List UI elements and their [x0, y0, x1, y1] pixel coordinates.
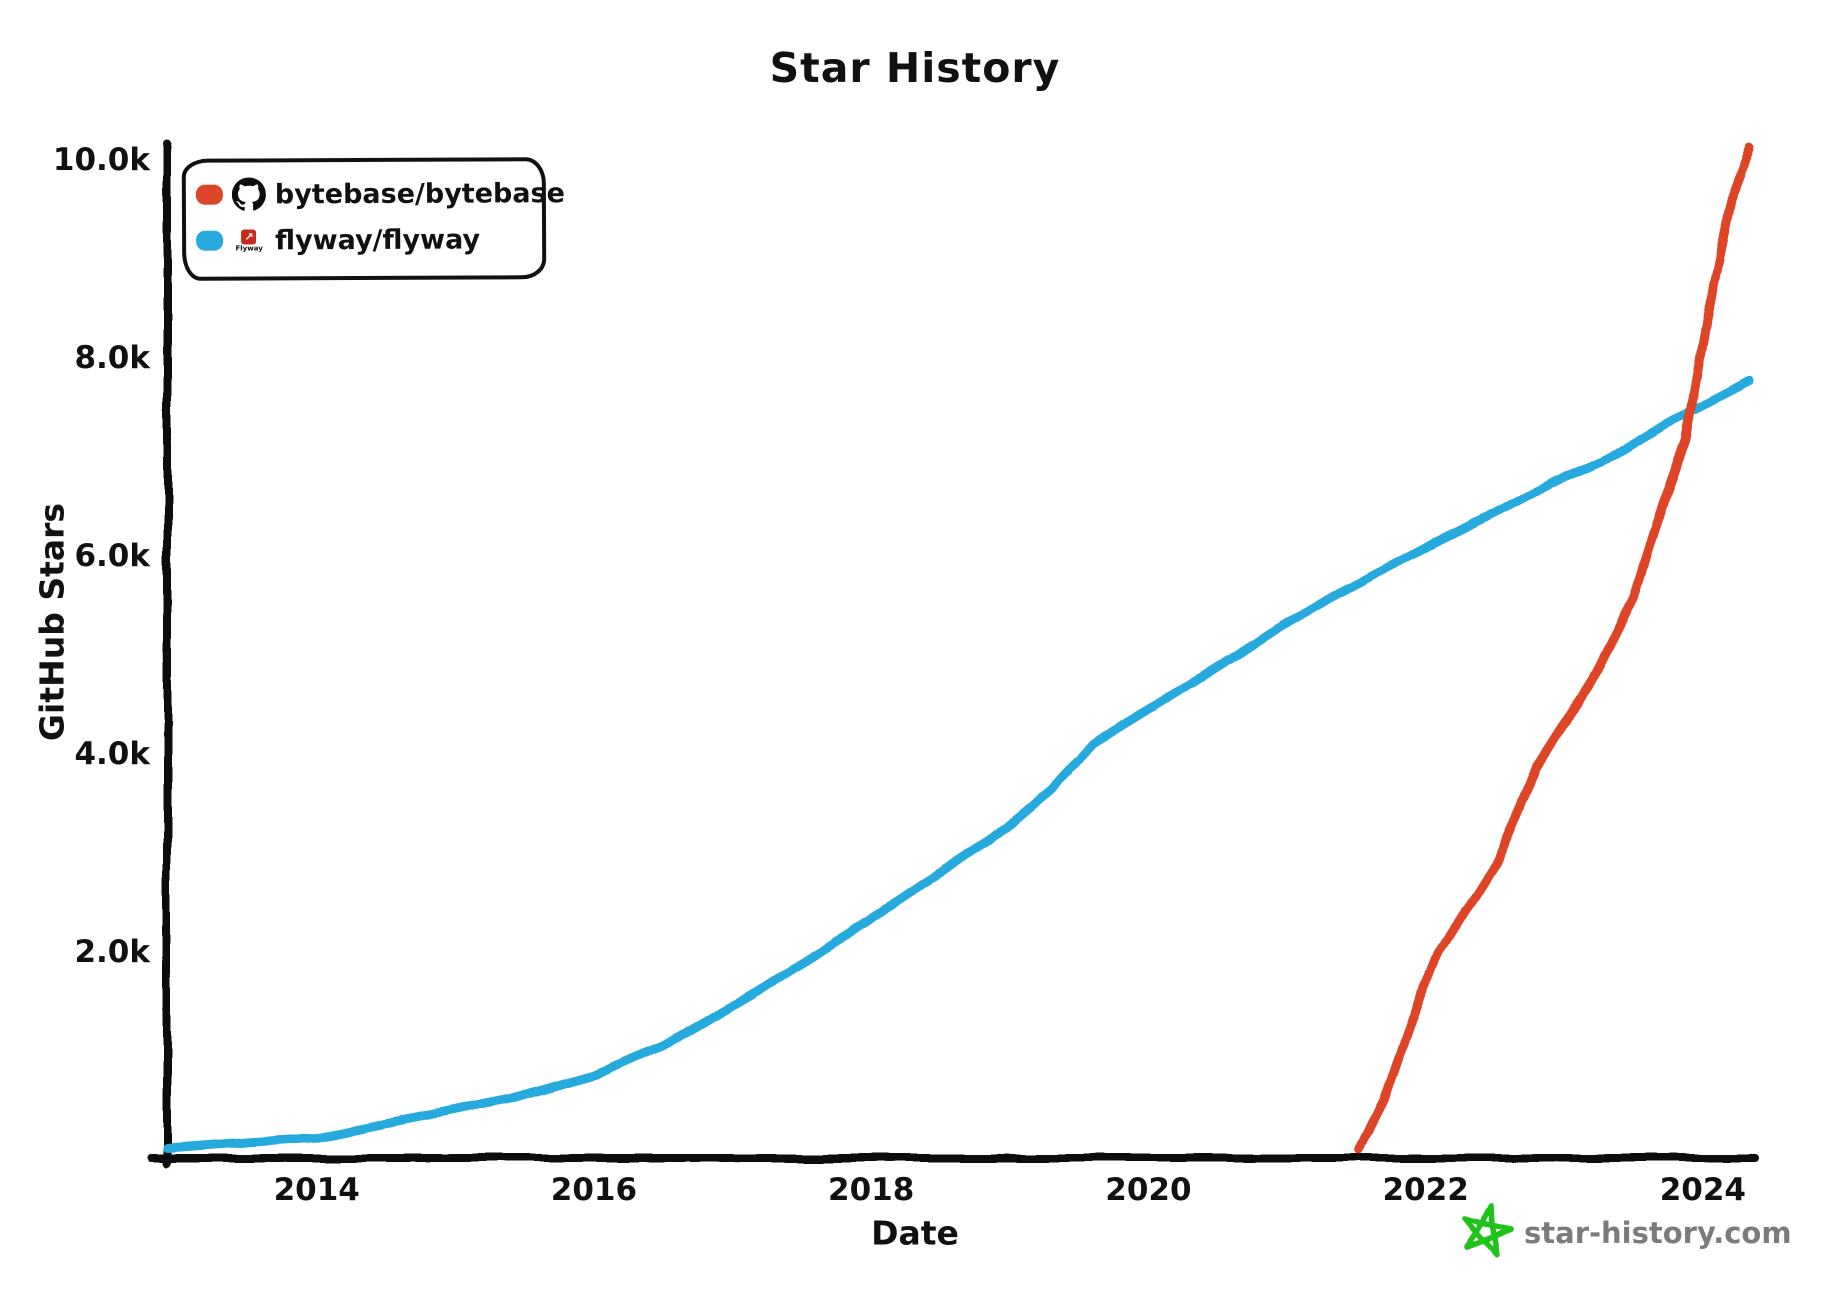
series-line-flyway	[162, 377, 1755, 1153]
legend-item-label: bytebase/bytebase	[274, 177, 565, 210]
series-line-bytebase	[1354, 143, 1755, 1155]
x-tick-label: 2024	[1659, 1172, 1746, 1208]
star-icon	[1462, 1205, 1514, 1259]
x-tick-label: 2018	[828, 1172, 915, 1208]
x-tick-label: 2022	[1382, 1172, 1469, 1208]
x-tick-label: 2016	[550, 1172, 638, 1208]
legend: bytebase/bytebase ↗ Flyway flyway/flyway	[181, 157, 565, 281]
y-tick-label: 8.0k	[74, 339, 150, 376]
legend-swatch-flyway	[196, 230, 224, 251]
y-tick-label: 6.0k	[74, 537, 150, 574]
legend-swatch-bytebase	[195, 184, 223, 205]
flyway-arrow-icon: ↗	[241, 228, 257, 245]
github-octocat-icon	[223, 177, 275, 211]
y-tick-label: 4.0k	[74, 735, 150, 772]
flyway-logo-text: Flyway	[235, 243, 263, 253]
y-tick-label: 10.0k	[52, 141, 150, 178]
x-tick-label: 2020	[1105, 1172, 1192, 1208]
watermark: star-history.com	[1524, 1216, 1792, 1250]
page-title: Star History	[769, 44, 1061, 92]
legend-item-flyway: ↗ Flyway flyway/flyway	[196, 217, 480, 262]
y-tick-label: 2.0k	[74, 933, 150, 970]
flyway-logo-icon: ↗ Flyway	[223, 228, 275, 253]
legend-item-label: flyway/flyway	[275, 223, 481, 256]
legend-item-bytebase: bytebase/bytebase	[195, 171, 565, 217]
x-tick-label: 2014	[273, 1172, 360, 1208]
x-axis-label: Date	[871, 1213, 959, 1253]
